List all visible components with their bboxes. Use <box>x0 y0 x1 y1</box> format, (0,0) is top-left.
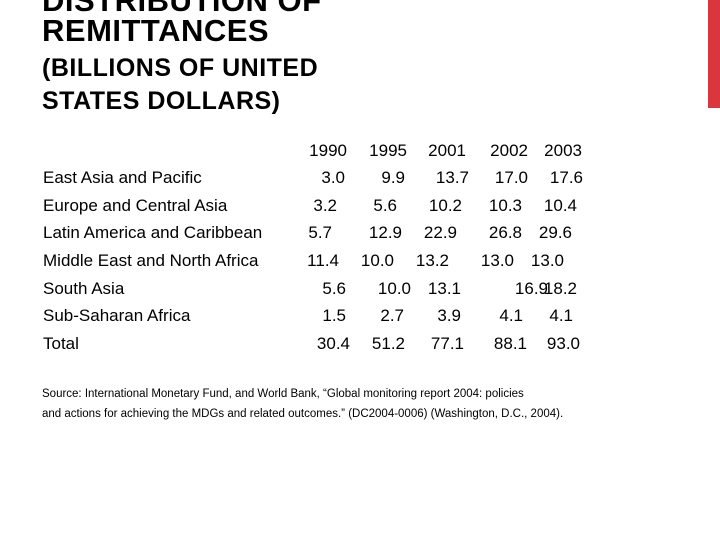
table-cell: 10.4 <box>543 196 577 215</box>
table-cell: 51.2 <box>371 334 405 353</box>
table-cell: 93.0 <box>546 334 580 353</box>
column-header-1995: 1995 <box>369 141 407 160</box>
row-label: South Asia <box>43 279 125 298</box>
table-cell: 22.9 <box>423 223 457 242</box>
table-cell: 17.6 <box>549 168 583 187</box>
table-cell: 1.5 <box>322 306 346 325</box>
table-cell: 10.3 <box>488 196 522 215</box>
page-title: REMITTANCES <box>42 13 270 48</box>
title-top-line: DISTRIBUTION OF <box>42 0 322 18</box>
table-cell: 16.9 <box>514 279 548 298</box>
table-cell: 13.7 <box>435 168 469 187</box>
row-label: Latin America and Caribbean <box>43 223 263 242</box>
row-label: Total <box>43 334 79 353</box>
table-cell: 29.6 <box>538 223 572 242</box>
table-cell: 4.1 <box>499 306 523 325</box>
source-line-2: and actions for achieving the MDGs and r… <box>42 408 564 420</box>
table-cell: 10.0 <box>377 279 411 298</box>
table-cell: 3.0 <box>321 168 345 187</box>
column-header-1990: 1990 <box>309 141 347 160</box>
column-header-2002: 2002 <box>490 141 528 160</box>
row-label: Europe and Central Asia <box>43 196 228 215</box>
table-cell: 13.2 <box>415 251 449 270</box>
column-header-2001: 2001 <box>428 141 466 160</box>
table-cell: 2.7 <box>380 306 404 325</box>
table-cell: 26.8 <box>488 223 522 242</box>
page-subtitle: (BILLIONS OF UNITED STATES DOLLARS) <box>42 54 319 115</box>
table-cell: 17.0 <box>494 168 528 187</box>
table-cell: 5.7 <box>308 223 332 242</box>
accent-bar <box>708 0 720 108</box>
table-cell: 13.0 <box>480 251 514 270</box>
table-cell: 5.6 <box>373 196 397 215</box>
table-cell: 10.2 <box>428 196 462 215</box>
row-label: Middle East and North Africa <box>43 251 259 270</box>
table-cell: 11.4 <box>307 251 339 270</box>
table-cell: 88.1 <box>493 334 527 353</box>
table-cell: 4.1 <box>549 306 573 325</box>
table-cell: 30.4 <box>316 334 350 353</box>
row-label: East Asia and Pacific <box>43 168 202 187</box>
table-cell: 77.1 <box>430 334 464 353</box>
source-line-1: Source: International Monetary Fund, and… <box>42 388 524 400</box>
table-cell: 13.0 <box>530 251 564 270</box>
row-label: Sub-Saharan Africa <box>43 306 191 325</box>
table-cell: 10.0 <box>360 251 394 270</box>
table-cell: 13.1 <box>427 279 461 298</box>
table-cell: 9.9 <box>381 168 405 187</box>
table-cell: 5.6 <box>322 279 346 298</box>
table-cell: 12.9 <box>368 223 402 242</box>
table-cell: 3.2 <box>313 196 337 215</box>
table-cell: 18.2 <box>543 279 577 298</box>
column-header-2003: 2003 <box>544 141 582 160</box>
table-cell: 3.9 <box>437 306 461 325</box>
